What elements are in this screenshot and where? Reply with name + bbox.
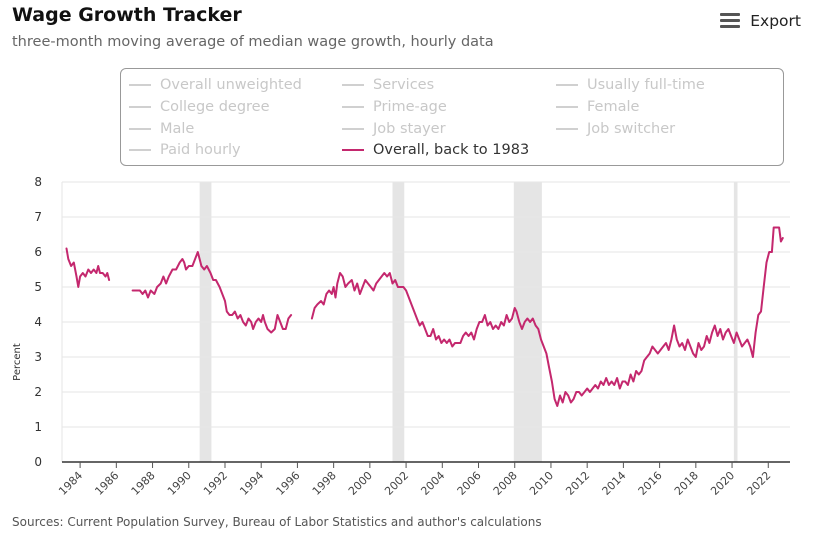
legend-item-prime-age[interactable]: Prime-age	[342, 99, 447, 115]
y-axis-label: Percent	[12, 343, 23, 381]
legend-item-usually-full-time[interactable]: Usually full-time	[556, 77, 705, 93]
legend-item-overall-back-to-1983[interactable]: Overall, back to 1983	[342, 142, 529, 158]
legend-label: Paid hourly	[160, 142, 241, 158]
x-tick-label: 2018	[672, 469, 701, 498]
chart-legend: Overall unweighted Services Usually full…	[120, 68, 784, 166]
x-tick-label: 1996	[274, 469, 303, 498]
y-tick-label: 6	[34, 245, 42, 259]
legend-label: Prime-age	[373, 99, 447, 115]
x-tick-label: 1992	[201, 469, 230, 498]
legend-swatch	[342, 106, 364, 108]
y-tick-label: 8	[34, 175, 42, 189]
x-tick-label: 1994	[237, 469, 266, 498]
source-note: Sources: Current Population Survey, Bure…	[12, 515, 542, 529]
y-tick-label: 0	[34, 455, 42, 469]
legend-label: Usually full-time	[587, 77, 705, 93]
x-tick-label: 2000	[346, 469, 375, 498]
series-line-overall	[131, 251, 293, 334]
x-tick-label: 2020	[708, 469, 737, 498]
x-tick-label: 1986	[92, 469, 121, 498]
legend-swatch	[129, 128, 151, 130]
legend-label: Overall unweighted	[160, 77, 302, 93]
x-tick-label: 2022	[744, 469, 773, 498]
page-title: Wage Growth Tracker	[12, 4, 242, 26]
legend-swatch	[129, 149, 151, 151]
export-button[interactable]: Export	[720, 12, 801, 30]
legend-label: Job switcher	[587, 121, 676, 137]
page-subtitle: three-month moving average of median wag…	[12, 34, 494, 50]
x-tick-label: 2014	[600, 469, 629, 498]
legend-label: Overall, back to 1983	[373, 142, 530, 158]
legend-swatch	[556, 128, 578, 130]
y-tick-label: 4	[34, 315, 42, 329]
y-tick-label: 3	[34, 350, 42, 364]
legend-item-services[interactable]: Services	[342, 77, 434, 93]
legend-swatch	[342, 128, 364, 130]
x-tick-label: 2002	[382, 469, 411, 498]
x-tick-label: 2008	[491, 469, 520, 498]
y-tick-label: 7	[34, 210, 42, 224]
x-tick-label: 1988	[129, 469, 158, 498]
legend-label: Male	[160, 121, 195, 137]
legend-label: College degree	[160, 99, 270, 115]
legend-label: Female	[587, 99, 640, 115]
legend-item-job-switcher[interactable]: Job switcher	[556, 121, 675, 137]
x-tick-label: 2016	[636, 469, 665, 498]
legend-item-paid-hourly[interactable]: Paid hourly	[129, 142, 241, 158]
y-tick-label: 1	[34, 420, 42, 434]
line-chart: 0 1 2 3 4 5 6 7 8 1984 1986 1988 1990 1992 1994 1996 199…	[12, 175, 790, 498]
legend-item-overall-unweighted[interactable]: Overall unweighted	[129, 77, 302, 93]
legend-swatch	[129, 106, 151, 108]
series-line-overall	[310, 226, 784, 407]
legend-label: Services	[373, 77, 435, 93]
hamburger-menu-icon	[720, 13, 741, 29]
export-label: Export	[750, 12, 801, 30]
legend-label: Job stayer	[373, 121, 446, 137]
x-tick-label: 1990	[165, 469, 194, 498]
y-tick-label: 5	[34, 280, 42, 294]
legend-swatch	[129, 84, 151, 86]
x-tick-label: 2006	[455, 469, 484, 498]
legend-item-college-degree[interactable]: College degree	[129, 99, 270, 115]
x-tick-label: 1998	[310, 469, 339, 498]
legend-swatch	[556, 106, 578, 108]
series-line-overall	[65, 247, 111, 288]
x-tick-label: 2012	[563, 469, 592, 498]
legend-item-female[interactable]: Female	[556, 99, 639, 115]
x-tick-label: 2004	[418, 469, 447, 498]
legend-swatch	[342, 148, 364, 152]
x-tick-label: 2010	[527, 469, 556, 498]
legend-item-male[interactable]: Male	[129, 121, 194, 137]
legend-swatch	[556, 84, 578, 86]
x-tick-label: 1984	[56, 469, 85, 498]
legend-item-job-stayer[interactable]: Job stayer	[342, 121, 446, 137]
legend-swatch	[342, 84, 364, 86]
y-tick-label: 2	[34, 385, 42, 399]
